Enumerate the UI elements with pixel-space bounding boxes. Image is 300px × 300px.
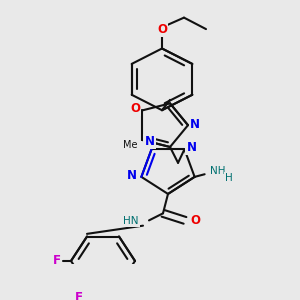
Text: N: N — [187, 141, 196, 154]
Text: O: O — [157, 22, 167, 36]
Text: N: N — [145, 135, 154, 148]
Text: N: N — [190, 118, 200, 131]
Text: HN: HN — [124, 216, 139, 226]
Text: H: H — [225, 173, 232, 183]
Text: Me: Me — [123, 140, 137, 150]
Text: O: O — [130, 102, 140, 115]
Text: O: O — [190, 214, 200, 227]
Text: F: F — [75, 291, 83, 300]
Text: F: F — [53, 254, 61, 267]
Text: NH: NH — [210, 166, 225, 176]
Text: N: N — [128, 169, 137, 182]
